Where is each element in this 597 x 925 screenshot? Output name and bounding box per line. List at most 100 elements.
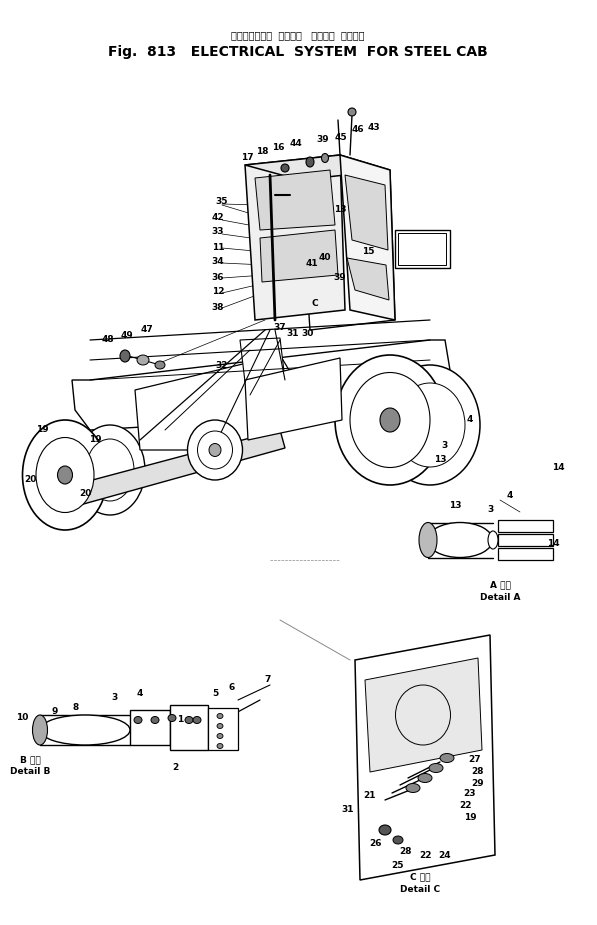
Text: 45: 45 bbox=[335, 132, 347, 142]
Text: 3: 3 bbox=[112, 693, 118, 701]
Text: 25: 25 bbox=[391, 861, 403, 870]
Text: 41: 41 bbox=[306, 258, 318, 267]
Ellipse shape bbox=[217, 713, 223, 719]
Text: C: C bbox=[312, 299, 318, 307]
Bar bbox=[498, 548, 553, 560]
Ellipse shape bbox=[193, 717, 201, 723]
Polygon shape bbox=[55, 430, 285, 510]
Text: 10: 10 bbox=[16, 713, 28, 722]
Ellipse shape bbox=[419, 523, 437, 558]
Text: 32: 32 bbox=[216, 361, 228, 369]
Ellipse shape bbox=[134, 717, 142, 723]
Ellipse shape bbox=[75, 425, 145, 515]
Text: 2: 2 bbox=[172, 763, 178, 772]
Ellipse shape bbox=[32, 715, 48, 745]
Bar bbox=[170, 705, 208, 750]
Polygon shape bbox=[245, 155, 345, 320]
Text: 4: 4 bbox=[137, 688, 143, 697]
Polygon shape bbox=[255, 170, 335, 230]
Ellipse shape bbox=[151, 717, 159, 723]
Text: 22: 22 bbox=[458, 801, 471, 810]
Polygon shape bbox=[355, 635, 495, 880]
Text: 27: 27 bbox=[469, 756, 481, 764]
Ellipse shape bbox=[322, 154, 328, 163]
Ellipse shape bbox=[418, 773, 432, 783]
Bar bbox=[208, 708, 238, 750]
Text: 23: 23 bbox=[464, 790, 476, 798]
Ellipse shape bbox=[137, 355, 149, 365]
Bar bbox=[130, 710, 170, 745]
Ellipse shape bbox=[427, 523, 493, 558]
Ellipse shape bbox=[217, 723, 223, 729]
Text: 42: 42 bbox=[212, 214, 224, 223]
Text: 46: 46 bbox=[352, 126, 364, 134]
Text: 31: 31 bbox=[341, 806, 354, 815]
Text: Detail C: Detail C bbox=[400, 884, 440, 894]
Text: 19: 19 bbox=[89, 436, 101, 445]
Text: Detail B: Detail B bbox=[10, 768, 50, 776]
Text: 21: 21 bbox=[364, 791, 376, 799]
Text: 7: 7 bbox=[265, 675, 271, 684]
Text: 20: 20 bbox=[24, 475, 36, 485]
Text: 14: 14 bbox=[547, 538, 559, 548]
Ellipse shape bbox=[185, 717, 193, 723]
Text: 24: 24 bbox=[439, 852, 451, 860]
Ellipse shape bbox=[217, 734, 223, 738]
Text: 40: 40 bbox=[319, 253, 331, 263]
Ellipse shape bbox=[217, 744, 223, 748]
Text: 48: 48 bbox=[101, 336, 114, 344]
Ellipse shape bbox=[306, 157, 314, 167]
Text: 11: 11 bbox=[212, 242, 224, 252]
Text: 17: 17 bbox=[241, 153, 253, 162]
Text: 13: 13 bbox=[449, 500, 461, 510]
Text: 14: 14 bbox=[552, 462, 564, 472]
Text: 18: 18 bbox=[256, 147, 268, 156]
Polygon shape bbox=[340, 155, 395, 320]
Text: 49: 49 bbox=[121, 330, 133, 339]
Ellipse shape bbox=[488, 531, 498, 549]
Polygon shape bbox=[345, 175, 388, 250]
Bar bbox=[498, 520, 553, 532]
Text: 34: 34 bbox=[212, 257, 224, 266]
Ellipse shape bbox=[281, 164, 289, 172]
Bar bbox=[498, 534, 553, 546]
Text: 3: 3 bbox=[487, 505, 493, 514]
Text: 37: 37 bbox=[273, 324, 287, 332]
Polygon shape bbox=[365, 658, 482, 772]
Text: 19: 19 bbox=[464, 812, 476, 821]
Ellipse shape bbox=[155, 361, 165, 369]
Ellipse shape bbox=[380, 408, 400, 432]
Text: 15: 15 bbox=[362, 248, 374, 256]
Text: 39: 39 bbox=[316, 135, 330, 144]
Text: 39: 39 bbox=[334, 274, 346, 282]
Text: 22: 22 bbox=[418, 852, 431, 860]
Text: 13: 13 bbox=[334, 205, 346, 215]
Text: 12: 12 bbox=[212, 288, 224, 297]
Polygon shape bbox=[135, 355, 295, 450]
Ellipse shape bbox=[380, 365, 480, 485]
Text: 16: 16 bbox=[272, 143, 284, 153]
Polygon shape bbox=[245, 155, 390, 180]
Text: 9: 9 bbox=[52, 708, 58, 717]
Text: 20: 20 bbox=[79, 488, 91, 498]
Text: B 詳図: B 詳図 bbox=[20, 756, 41, 764]
Text: 19: 19 bbox=[36, 426, 48, 435]
Ellipse shape bbox=[395, 685, 451, 745]
Text: 3: 3 bbox=[442, 440, 448, 450]
Ellipse shape bbox=[209, 443, 221, 457]
Ellipse shape bbox=[350, 373, 430, 467]
Text: エレクトリカル  システム   スチール  キャブ用: エレクトリカル システム スチール キャブ用 bbox=[231, 30, 365, 40]
Text: 1: 1 bbox=[177, 716, 183, 724]
Text: 33: 33 bbox=[212, 228, 224, 237]
Polygon shape bbox=[72, 340, 450, 430]
Text: 5: 5 bbox=[212, 689, 218, 698]
Text: 30: 30 bbox=[302, 328, 314, 338]
Ellipse shape bbox=[429, 763, 443, 772]
Ellipse shape bbox=[198, 431, 232, 469]
Polygon shape bbox=[260, 230, 338, 282]
Text: 4: 4 bbox=[507, 490, 513, 500]
Ellipse shape bbox=[36, 438, 94, 512]
Text: 47: 47 bbox=[141, 326, 153, 335]
Ellipse shape bbox=[335, 355, 445, 485]
Text: Detail A: Detail A bbox=[480, 593, 520, 601]
